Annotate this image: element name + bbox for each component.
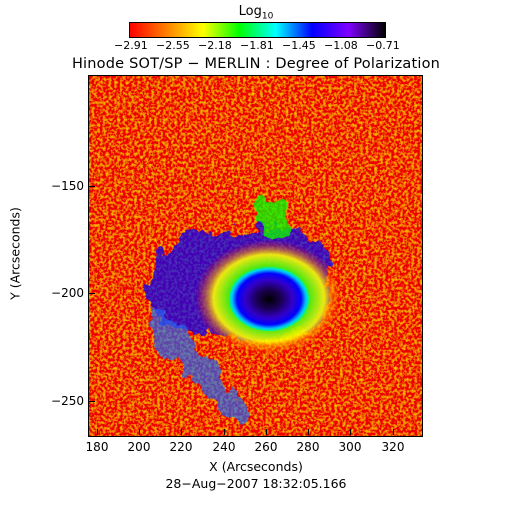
colorbar-tick-label: −0.71 xyxy=(366,39,400,52)
colorbar-tick-label: −2.91 xyxy=(114,39,148,52)
y-tick-mark xyxy=(89,186,95,187)
y-tick-mark xyxy=(89,401,95,402)
y-tick-label: −250 xyxy=(51,394,84,408)
x-tick-mark xyxy=(139,429,140,435)
x-axis-title: X (Arcseconds) xyxy=(209,459,303,474)
x-tick-label: 320 xyxy=(381,440,405,454)
colorbar-tick-label: −1.45 xyxy=(282,39,316,52)
x-tick-label: 220 xyxy=(169,440,193,454)
x-tick-mark xyxy=(350,429,351,435)
x-tick-mark xyxy=(181,429,182,435)
y-tick-mark xyxy=(89,293,95,294)
colorbar-tick-label: −1.81 xyxy=(240,39,274,52)
colorbar-tick-label: −2.18 xyxy=(198,39,232,52)
x-tick-mark xyxy=(393,429,394,435)
x-tick-mark xyxy=(224,429,225,435)
colorbar-tick-label: −1.08 xyxy=(324,39,358,52)
polarization-map-image xyxy=(88,75,423,437)
colorbar-title: Log10 xyxy=(238,4,274,22)
x-tick-label: 180 xyxy=(85,440,109,454)
x-tick-mark xyxy=(97,429,98,435)
x-tick-mark xyxy=(266,429,267,435)
y-tick-label: −200 xyxy=(51,286,84,300)
colorbar xyxy=(129,22,386,38)
x-tick-mark xyxy=(308,429,309,435)
y-tick-label: −150 xyxy=(51,179,84,193)
x-tick-label: 280 xyxy=(296,440,320,454)
polarization-map-svg xyxy=(89,76,422,436)
y-axis-title: Y (Arcseconds) xyxy=(7,207,23,300)
x-tick-label: 300 xyxy=(338,440,362,454)
x-tick-label: 200 xyxy=(127,440,151,454)
plot-title: Hinode SOT/SP − MERLIN : Degree of Polar… xyxy=(71,56,441,72)
x-tick-label: 240 xyxy=(212,440,236,454)
timestamp: 28−Aug−2007 18:32:05.166 xyxy=(165,476,347,491)
colorbar-tick-label: −2.55 xyxy=(156,39,190,52)
x-tick-label: 260 xyxy=(254,440,278,454)
